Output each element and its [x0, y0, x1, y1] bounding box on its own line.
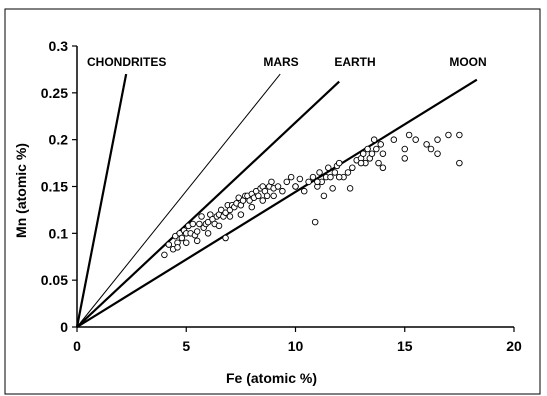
data-point: [198, 213, 205, 220]
data-point: [215, 222, 223, 230]
data-point: [370, 136, 378, 143]
data-point: [189, 220, 197, 228]
data-point: [193, 237, 201, 245]
data-point: [204, 230, 212, 237]
data-point: [434, 136, 441, 143]
data-point: [263, 192, 271, 200]
data-point: [237, 211, 245, 218]
line-mars: [76, 73, 281, 328]
data-point: [161, 251, 168, 259]
data-point: [279, 187, 286, 195]
data-point: [359, 150, 367, 157]
data-point: [182, 239, 190, 246]
figure-frame: [4, 8, 541, 395]
data-point: [379, 150, 387, 157]
data-point: [320, 192, 328, 200]
data-point: [445, 131, 452, 139]
line-label-earth: EARTH: [334, 55, 375, 69]
x-tick-label: 5: [182, 338, 190, 354]
data-point: [255, 192, 262, 200]
y-tick-label: 0: [60, 319, 68, 335]
data-point: [309, 173, 317, 181]
x-tick-label: 10: [288, 338, 304, 354]
line-chondrites: [75, 73, 128, 328]
data-point: [331, 169, 339, 176]
line-label-chondrites: CHONDRITES: [87, 55, 166, 69]
data-point: [390, 136, 398, 143]
data-point: [329, 185, 336, 192]
data-point: [314, 178, 321, 186]
data-point: [165, 241, 173, 248]
data-point: [300, 187, 308, 195]
data-point: [405, 131, 413, 139]
data-point: [335, 159, 343, 167]
data-point: [423, 141, 430, 148]
y-tick-label: 0.25: [41, 85, 68, 101]
data-point: [375, 159, 382, 167]
data-point: [349, 164, 356, 172]
y-tick-label: 0.1: [49, 225, 69, 241]
line-earth: [76, 80, 340, 328]
data-point: [259, 197, 266, 204]
data-point: [311, 218, 319, 226]
y-axis-title: Mn (atomic %): [13, 143, 29, 238]
data-point: [401, 145, 409, 153]
data-point: [364, 145, 371, 153]
data-point: [287, 173, 295, 181]
data-point: [248, 203, 256, 211]
data-point: [268, 178, 275, 186]
data-point: [335, 173, 343, 181]
data-point: [346, 185, 354, 192]
x-axis-title: Fe (atomic %): [226, 370, 317, 386]
data-point: [327, 173, 334, 181]
data-point: [174, 244, 181, 251]
data-point: [325, 164, 332, 172]
data-point: [401, 155, 409, 162]
x-tick-label: 20: [506, 338, 522, 354]
data-point: [226, 213, 234, 220]
data-point: [193, 228, 201, 235]
line-moon: [76, 78, 478, 328]
x-tick-label: 0: [73, 338, 81, 354]
data-point: [434, 150, 441, 157]
data-point: [178, 234, 186, 242]
data-point: [270, 192, 277, 200]
y-tick-label: 0.15: [41, 179, 68, 195]
data-point: [373, 145, 380, 153]
y-tick-label: 0.2: [49, 132, 69, 148]
data-point: [222, 234, 229, 242]
data-point: [368, 150, 376, 157]
line-label-moon: MOON: [449, 55, 486, 69]
y-tick-label: 0.05: [41, 272, 68, 288]
data-point: [296, 175, 304, 183]
line-label-mars: MARS: [263, 55, 298, 69]
data-point: [196, 220, 203, 228]
data-point: [283, 178, 291, 186]
data-point: [412, 136, 419, 143]
data-point: [274, 183, 282, 190]
data-point: [456, 131, 463, 139]
data-point: [379, 164, 387, 172]
data-point: [427, 145, 435, 153]
data-point: [292, 183, 299, 190]
y-tick-label: 0.3: [49, 38, 69, 54]
data-point: [357, 159, 365, 167]
data-point: [456, 159, 463, 167]
data-point: [377, 141, 384, 148]
x-tick-label: 15: [397, 338, 413, 354]
data-point: [305, 178, 312, 186]
data-point: [316, 169, 323, 176]
data-point: [344, 169, 352, 176]
